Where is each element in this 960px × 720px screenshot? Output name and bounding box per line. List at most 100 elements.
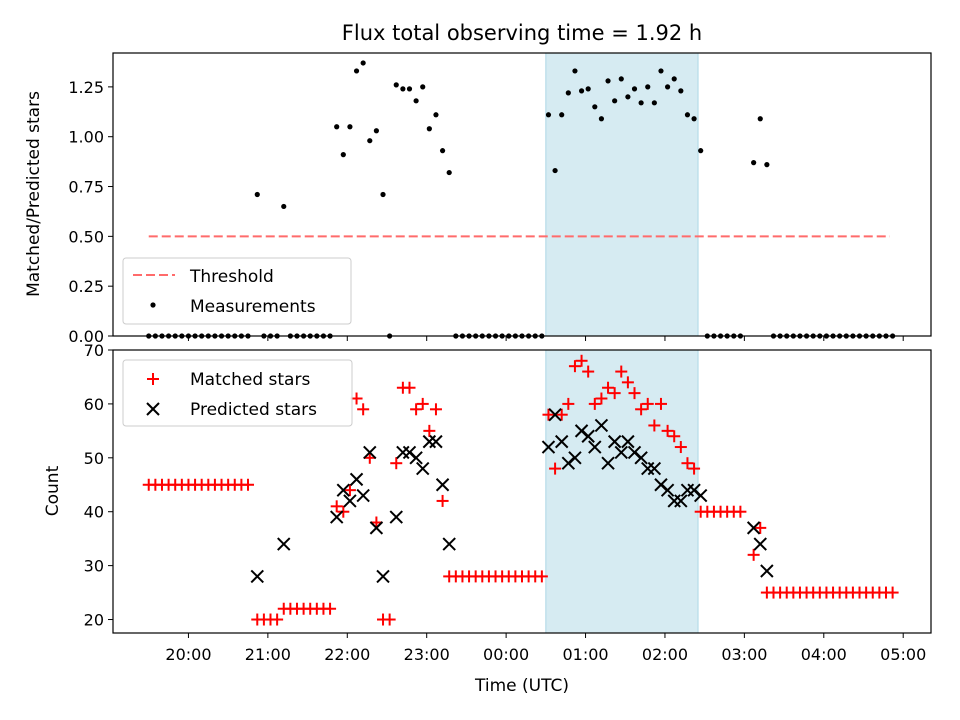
matched-star-point <box>390 457 403 470</box>
xtick-label: 04:00 <box>801 645 847 664</box>
measurement-point <box>439 148 446 154</box>
matched-star-point <box>423 424 436 437</box>
measurement-point <box>552 167 558 174</box>
matched-star-point <box>582 365 595 378</box>
matched-star-point <box>416 397 429 410</box>
xtick-label: 21:00 <box>245 645 291 664</box>
bottom-panel: 20 30 40 50 60 70 20:00 21:00 22:00 23:00 00:00 01… <box>43 341 932 696</box>
predicted-star-stroke <box>277 537 291 551</box>
predicted-star-point <box>746 521 761 535</box>
predicted-star-point <box>647 461 662 476</box>
matched-star-point <box>350 392 363 405</box>
predicted-star-point <box>674 494 688 508</box>
measurement-point <box>645 84 651 90</box>
measurement-point <box>664 84 671 90</box>
predicted-star-stroke <box>442 537 456 551</box>
legend-threshold-label: Threshold <box>189 267 274 287</box>
bot-highlight-span <box>545 349 699 634</box>
predicted-star-stroke <box>329 510 344 524</box>
measurement-point <box>684 112 691 118</box>
legend-matched-swatch <box>147 373 159 385</box>
measurement-point <box>764 162 770 168</box>
bot-ytick-label: 40 <box>84 503 104 522</box>
predicted-star-point <box>555 434 569 449</box>
matched-star-point <box>615 365 628 378</box>
matched-star-point <box>588 397 601 410</box>
legend-predicted-swatch <box>146 402 160 416</box>
predicted-star-point <box>607 434 622 449</box>
matched-star-point <box>403 381 416 394</box>
predicted-star-stroke <box>409 451 423 465</box>
measurement-point <box>400 86 406 92</box>
predicted-star-stroke <box>607 434 622 449</box>
predicted-star-stroke <box>574 424 589 438</box>
predicted-star-stroke <box>581 429 595 443</box>
predicted-star-point <box>349 472 364 487</box>
measurement-point <box>367 138 373 144</box>
measurement-point <box>559 112 565 118</box>
predicted-star-point <box>250 569 264 584</box>
matched-star-point <box>535 570 548 583</box>
xtick-label: 05:00 <box>880 645 926 664</box>
predicted-star-point <box>336 483 351 497</box>
bottom-xlabel: Time (UTC) <box>474 676 569 696</box>
matched-star-point <box>271 613 284 626</box>
measurement-point <box>625 94 631 100</box>
top-legend-frame <box>122 257 352 325</box>
predicted-star-point <box>634 451 648 465</box>
measurement-point <box>578 88 585 94</box>
predicted-star-point <box>356 488 370 503</box>
bot-ytick-label: 60 <box>84 395 104 414</box>
xtick-label: 03:00 <box>721 645 767 664</box>
matched-star-point <box>688 462 701 475</box>
measurement-point <box>565 90 571 96</box>
predicted-star-point <box>621 434 635 449</box>
measurement-point <box>406 86 413 92</box>
predicted-star-stroke <box>674 494 688 508</box>
predicted-star-stroke <box>336 483 351 497</box>
predicted-star-point <box>363 445 377 460</box>
measurement-point <box>254 191 260 198</box>
predicted-star-stroke <box>693 488 708 503</box>
measurement-point <box>281 203 287 210</box>
measurement-point <box>380 191 386 198</box>
measurement-point <box>413 98 419 104</box>
measurement-point <box>545 112 552 118</box>
matched-star-point <box>324 602 337 615</box>
measurement-point <box>433 112 439 118</box>
predicted-star-stroke <box>349 472 364 487</box>
measurement-point <box>347 124 353 130</box>
predicted-star-stroke <box>660 483 675 497</box>
measurement-point <box>658 68 664 74</box>
measurement-point <box>598 116 605 122</box>
predicted-star-point <box>548 407 562 422</box>
matched-star-point <box>568 360 581 373</box>
predicted-star-stroke <box>634 451 648 465</box>
bot-ytick-label: 70 <box>84 341 104 360</box>
measurement-point <box>393 82 399 88</box>
matched-star-point <box>549 462 562 475</box>
measurement-point <box>446 169 452 176</box>
predicted-star-stroke <box>363 445 377 460</box>
xtick-label: 22:00 <box>324 645 370 664</box>
matched-star-point <box>641 397 654 410</box>
predicted-star-stroke <box>568 451 582 465</box>
top-ytick-label: 0.00 <box>68 327 104 346</box>
predicted-star-stroke <box>356 488 370 503</box>
legend-measurements-label: Measurements <box>190 297 316 317</box>
measurement-point <box>426 126 432 132</box>
measurement-point <box>691 116 697 122</box>
predicted-star-stroke <box>621 434 635 449</box>
predicted-star-stroke <box>760 564 774 578</box>
measurement-point <box>334 124 340 130</box>
predicted-star-stroke <box>402 445 417 460</box>
matched-star-point <box>635 403 648 416</box>
matched-star-point <box>628 387 641 400</box>
measurement-point <box>751 160 757 166</box>
predicted-star-point <box>343 494 357 508</box>
matched-star-point <box>747 548 760 561</box>
measurement-point <box>651 100 657 106</box>
top-ytick-label: 1.25 <box>68 78 104 97</box>
predicted-star-point <box>594 418 609 433</box>
predicted-star-point <box>429 434 443 449</box>
